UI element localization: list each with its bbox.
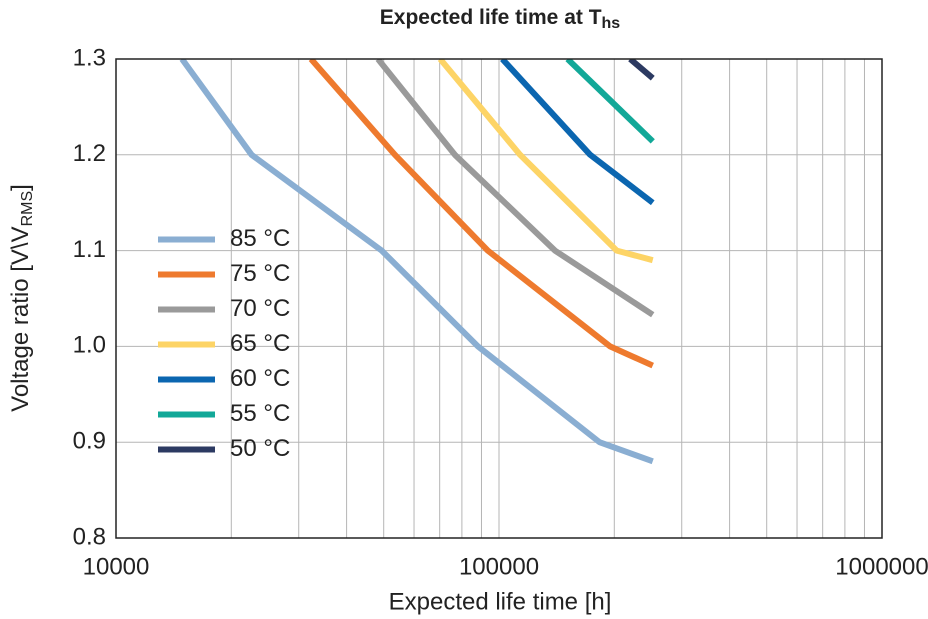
legend-label: 75 °C bbox=[230, 260, 290, 287]
y-tick-label: 1.3 bbox=[73, 44, 106, 71]
legend-label: 55 °C bbox=[230, 400, 290, 427]
y-label-text: Voltage ratio [V\V bbox=[7, 226, 34, 411]
series-line bbox=[500, 59, 655, 206]
series-line bbox=[628, 59, 655, 81]
legend-label: 70 °C bbox=[230, 295, 290, 322]
title-text: Expected life time at T bbox=[380, 6, 602, 29]
x-tick-label: 10000 bbox=[83, 553, 150, 580]
y-tick-label: 1.0 bbox=[73, 332, 106, 359]
plot-frame bbox=[115, 58, 883, 539]
chart-title: Expected life time at Ths bbox=[380, 6, 621, 33]
y-tick-label: 0.9 bbox=[73, 428, 106, 455]
x-tick-label: 100000 bbox=[459, 553, 539, 580]
legend-label: 65 °C bbox=[230, 330, 290, 357]
y-tick-label: 1.1 bbox=[73, 236, 106, 263]
y-axis-label: Voltage ratio [V\VRMS] bbox=[7, 184, 36, 412]
series-line bbox=[565, 59, 655, 144]
legend-label: 85 °C bbox=[230, 225, 290, 252]
title-subscript: hs bbox=[602, 15, 621, 32]
series-line bbox=[179, 59, 654, 465]
legend-label: 50 °C bbox=[230, 435, 290, 462]
series-line bbox=[437, 59, 654, 264]
legend-label: 60 °C bbox=[230, 365, 290, 392]
y-label-subscript: RMS bbox=[19, 191, 36, 227]
series-line bbox=[308, 59, 654, 369]
y-tick-label: 0.8 bbox=[73, 523, 106, 550]
y-label-end: ] bbox=[7, 184, 34, 191]
x-tick-label: 1000000 bbox=[835, 553, 928, 580]
x-axis-label: Expected life time [h] bbox=[389, 588, 612, 615]
y-tick-label: 1.2 bbox=[73, 140, 106, 167]
series-line bbox=[375, 59, 655, 318]
